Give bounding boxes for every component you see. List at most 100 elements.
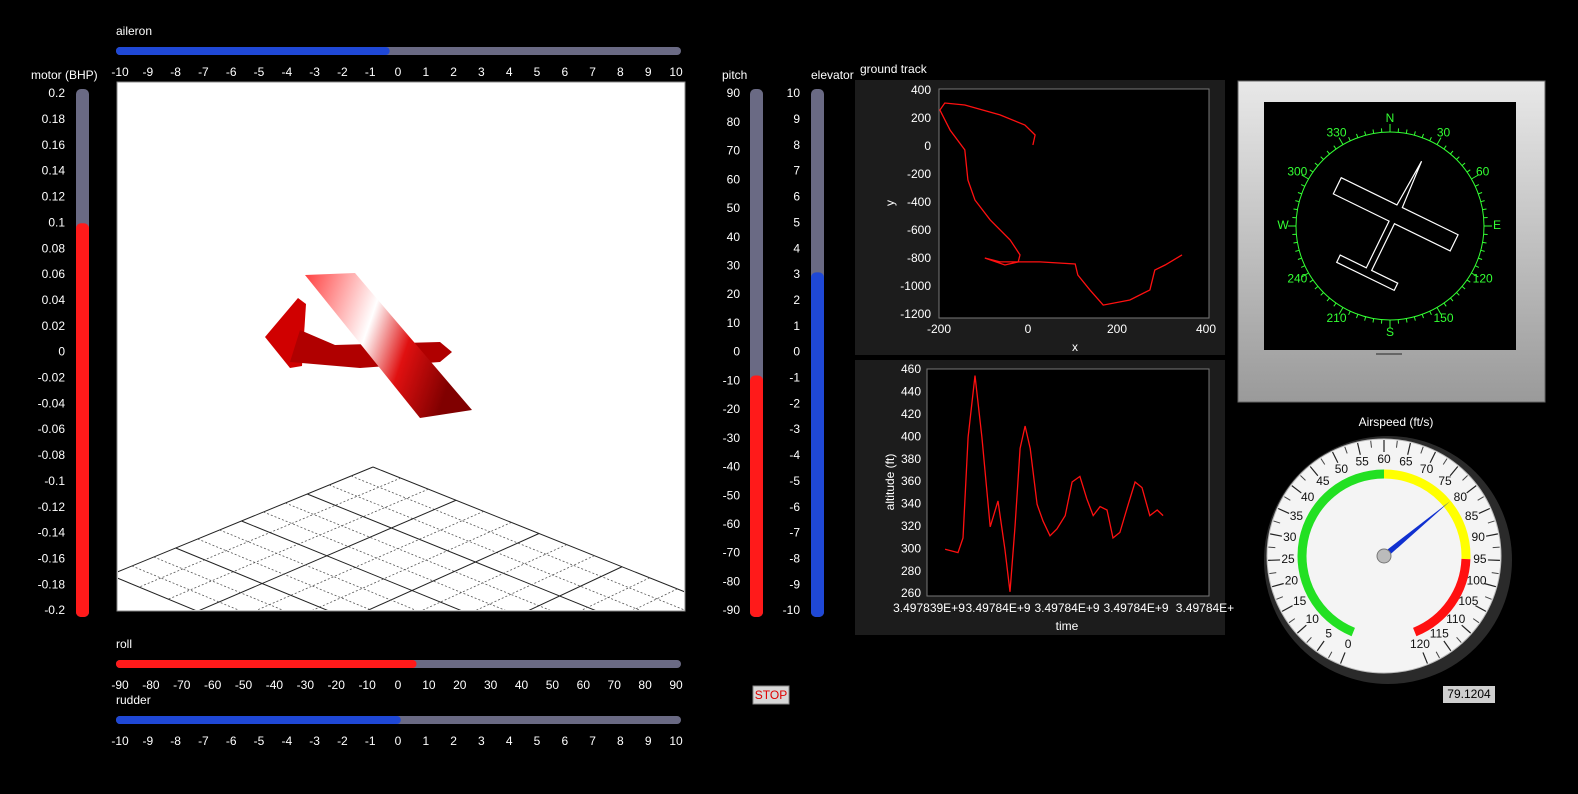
scale-label: 6 (793, 190, 800, 204)
y-tick-label: -1200 (900, 307, 931, 321)
floor-line (285, 502, 551, 610)
compass-tick (1356, 133, 1359, 138)
scale-label: -10 (111, 65, 129, 79)
scale-label: 0 (395, 678, 402, 692)
scale-label: -80 (723, 574, 741, 588)
scale-label: -4 (281, 65, 292, 79)
scale-label: -7 (198, 734, 209, 748)
gauge-minor-tick (1487, 520, 1495, 524)
compass-tick (1421, 133, 1424, 138)
gauge-tick (1316, 640, 1325, 652)
scale-label: -4 (789, 448, 800, 462)
value-display (1443, 686, 1495, 703)
compass-tick (1456, 292, 1460, 296)
scale-label: 9 (645, 65, 652, 79)
y-tick-label: 320 (901, 519, 921, 533)
floor-line (118, 577, 196, 610)
y-tick-label: 300 (901, 541, 921, 555)
scale-label: 20 (727, 287, 741, 301)
scale-label: 3 (793, 267, 800, 281)
slider-fill (76, 223, 89, 617)
gauge-label: 60 (1377, 452, 1391, 466)
scale-label: 60 (577, 678, 591, 692)
gauge-label: 5 (1325, 627, 1332, 641)
altitude-plot (926, 368, 1210, 597)
gauge-tick (1429, 451, 1436, 464)
gauge-minor-tick (1472, 618, 1480, 624)
scale-label: 0.2 (48, 86, 65, 100)
scale-label: 80 (727, 115, 741, 129)
compass-tick (1320, 292, 1324, 296)
gauge-minor-tick (1320, 458, 1326, 465)
scale-label: -20 (328, 678, 346, 692)
scale-label: -9 (142, 734, 153, 748)
slider-label: aileron (116, 24, 152, 38)
compass-tick (1295, 249, 1300, 252)
stop-button[interactable] (752, 685, 790, 705)
compass-tick (1338, 137, 1344, 145)
value-readout: 79.1204 (1447, 687, 1491, 701)
scale-label: 7 (589, 65, 596, 79)
gauge-minor-tick (1456, 636, 1462, 643)
scale-label: 0.1 (48, 215, 65, 229)
compass-tick (1461, 286, 1466, 290)
gauge-minor-tick (1477, 496, 1484, 501)
scale-label: -40 (723, 460, 741, 474)
compass-label: S (1386, 325, 1394, 339)
compass-tick (1480, 200, 1485, 203)
x-tick-label: 3.49784E+ (1176, 601, 1234, 615)
scale-label: -9 (142, 65, 153, 79)
gauge-label: 120 (1410, 637, 1430, 651)
gauge-minor-tick (1268, 546, 1276, 549)
slider-fill (116, 47, 390, 55)
scale-label: -5 (254, 65, 265, 79)
compass-label: N (1386, 111, 1395, 125)
y-tick-label: 460 (901, 362, 921, 376)
gauge-tick (1339, 652, 1346, 664)
scale-label: 8 (617, 734, 624, 748)
gauge-label: 0 (1345, 637, 1352, 651)
gauge-tick (1271, 582, 1284, 588)
scale-label: -2 (789, 396, 800, 410)
compass-tick (1364, 316, 1367, 321)
gauge-label: 20 (1285, 574, 1299, 588)
scale-label: 10 (727, 316, 741, 330)
gauge-tick (1466, 485, 1477, 494)
compass-tick (1466, 279, 1471, 283)
compass-tick (1456, 156, 1460, 160)
gauge-minor-tick (1273, 520, 1281, 524)
scale-label: -3 (309, 734, 320, 748)
gauge-tick (1443, 640, 1452, 652)
scale-label: 0 (793, 345, 800, 359)
gauge-tick (1422, 652, 1429, 664)
scale-label: -0.08 (38, 448, 66, 462)
compass-tick (1436, 137, 1442, 145)
gauge-tick (1407, 442, 1412, 455)
gauge-minor-tick (1435, 651, 1440, 659)
gauge-minor-tick (1370, 440, 1372, 448)
compass-label: 30 (1437, 126, 1451, 140)
compass-tick (1471, 272, 1479, 278)
scale-label: -2 (337, 734, 348, 748)
scale-label: 1 (422, 734, 429, 748)
scale-label: 0.18 (42, 112, 66, 126)
gauge-tick (1461, 624, 1472, 634)
floor-line (197, 538, 372, 610)
scale-label: 4 (793, 241, 800, 255)
compass-tick (1293, 241, 1298, 244)
stop-button-label[interactable]: STOP (755, 688, 787, 702)
scale-label: -50 (723, 488, 741, 502)
compass-label: 300 (1287, 165, 1307, 179)
scale-label: -70 (723, 546, 741, 560)
gauge-label: 85 (1465, 509, 1479, 523)
gauge-tick (1475, 605, 1487, 612)
x-tick-label: 200 (1107, 322, 1127, 336)
x-tick-label: 0 (1025, 322, 1032, 336)
scale-label: -3 (309, 65, 320, 79)
scale-label: 6 (561, 65, 568, 79)
floor-line (219, 529, 417, 610)
gauge-title: Airspeed (ft/s) (1359, 415, 1434, 429)
compass-tick (1326, 150, 1330, 155)
compass-tick (1466, 169, 1471, 173)
slider-fill (116, 660, 417, 668)
